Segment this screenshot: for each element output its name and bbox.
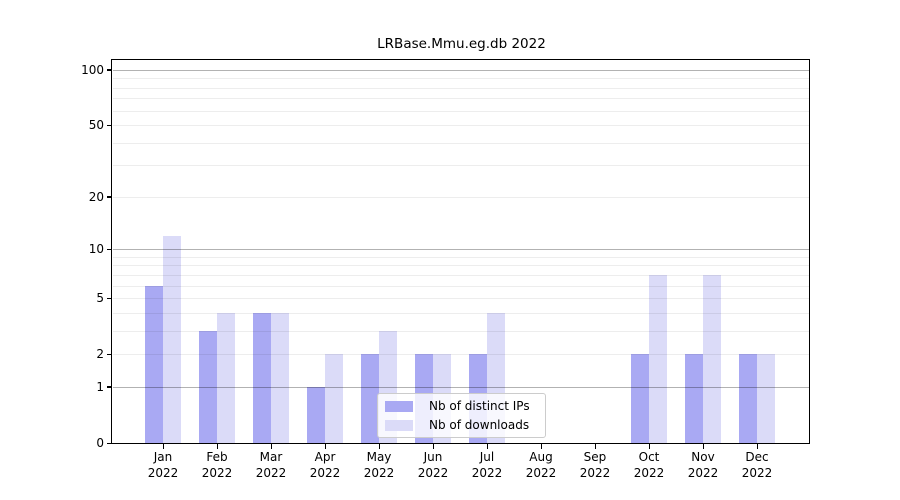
x-tick-label: Dec 2022: [741, 450, 773, 480]
y-tick-label: 0: [96, 436, 104, 450]
x-tick-label: Jan 2022: [147, 450, 179, 480]
x-tick-label: Jun 2022: [417, 450, 449, 480]
x-tick: [378, 444, 380, 449]
y-tick: [107, 297, 112, 299]
gridline-minor: [113, 142, 810, 144]
y-tick-label: 5: [96, 291, 104, 306]
x-tick: [432, 444, 434, 449]
gridline-minor: [113, 265, 810, 267]
bar-downloads-dec: [757, 354, 775, 443]
grid-layer: [113, 61, 810, 443]
gridline-minor: [113, 298, 810, 300]
gridline-minor: [113, 165, 810, 167]
x-tick-label: Aug 2022: [525, 450, 557, 480]
gridline-minor: [113, 285, 810, 287]
bar-downloads-feb: [217, 312, 235, 443]
y-tick-label: 10: [88, 242, 104, 257]
bar-downloads-nov: [703, 274, 721, 443]
gridline-major: [113, 249, 810, 251]
y-tick: [107, 386, 112, 388]
x-tick: [324, 444, 326, 449]
y-tick: [107, 196, 112, 198]
x-tick-label: Nov 2022: [687, 450, 719, 480]
y-tick-label: 2: [96, 347, 104, 362]
bar-ips-apr: [307, 386, 325, 443]
gridline-minor: [113, 98, 810, 100]
gridline-minor: [113, 125, 810, 127]
y-tick-label: 50: [88, 118, 104, 133]
gridline-major: [113, 386, 810, 388]
x-tick: [540, 444, 542, 449]
x-tick-label: May 2022: [363, 450, 395, 480]
x-tick: [486, 444, 488, 449]
y-tick: [107, 69, 112, 71]
gridline-minor: [113, 78, 810, 80]
gridline-minor: [113, 330, 810, 332]
x-tick-label: Feb 2022: [201, 450, 233, 480]
x-tick: [756, 444, 758, 449]
gridline-minor: [113, 110, 810, 112]
bar-downloads-mar: [271, 312, 289, 443]
bar-ips-nov: [685, 354, 703, 443]
bar-ips-jan: [145, 285, 163, 443]
x-tick: [162, 444, 164, 449]
y-tick: [107, 353, 112, 355]
x-tick-label: Jul 2022: [471, 450, 503, 480]
bar-downloads-oct: [649, 274, 667, 443]
chart-title: LRBase.Mmu.eg.db 2022: [377, 36, 546, 52]
y-tick: [107, 442, 112, 444]
y-tick: [107, 124, 112, 127]
x-tick-label: Mar 2022: [255, 450, 287, 480]
x-tick: [594, 444, 596, 449]
gridline-minor: [113, 87, 810, 89]
bar-ips-dec: [739, 354, 757, 443]
x-tick: [702, 444, 704, 449]
gridline-minor: [113, 354, 810, 356]
x-tick: [270, 444, 272, 449]
x-tick-label: Sep 2022: [579, 450, 611, 480]
gridline-minor: [113, 256, 810, 258]
gridline-minor: [113, 274, 810, 276]
x-tick-label: Oct 2022: [633, 450, 665, 480]
x-tick-label: Apr 2022: [309, 450, 341, 480]
x-tick: [216, 444, 218, 449]
gridline-major: [113, 69, 810, 71]
bar-downloads-apr: [325, 354, 343, 443]
bar-downloads-jan: [163, 235, 181, 443]
bar-ips-mar: [253, 312, 271, 443]
y-tick-label: 100: [81, 62, 104, 77]
x-tick: [648, 444, 650, 449]
bar-ips-oct: [631, 354, 649, 443]
y-tick: [107, 248, 112, 250]
gridline-minor: [113, 196, 810, 198]
y-tick-label: 1: [96, 379, 104, 394]
bar-ips-feb: [199, 330, 217, 443]
gridline-minor: [113, 312, 810, 314]
bar-ips-may: [361, 354, 379, 443]
y-tick-label: 20: [88, 189, 104, 204]
